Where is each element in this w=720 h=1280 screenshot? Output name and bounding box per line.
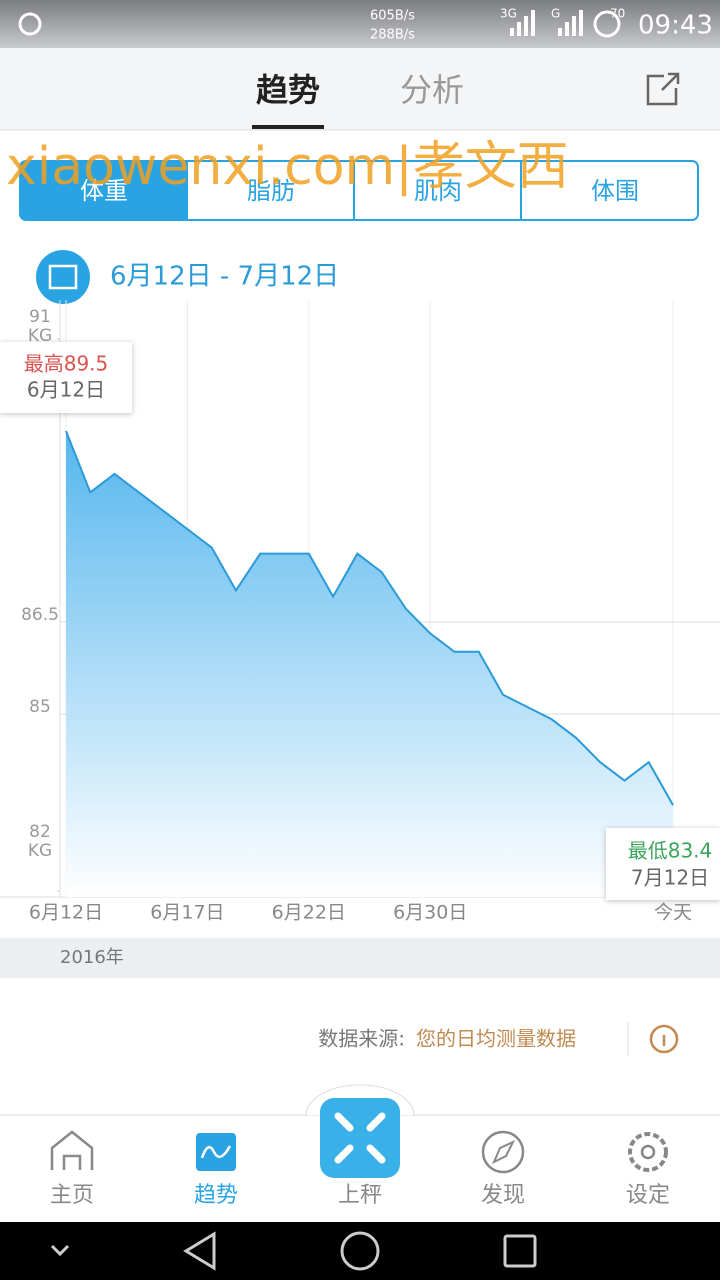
segment[interactable]: 脂肪 [247, 177, 295, 205]
time: 09:43 [638, 11, 713, 41]
area [66, 431, 673, 897]
calendar-icon[interactable] [36, 250, 90, 304]
discover-icon-needle [492, 1139, 516, 1165]
nav-label[interactable]: 发现 [481, 1183, 525, 1208]
segment[interactable]: 肌肉 [414, 177, 462, 205]
y-unit: KG [28, 326, 52, 346]
back-button[interactable] [183, 1231, 216, 1271]
calendar-icon-body [48, 264, 78, 290]
segment-active [20, 161, 187, 220]
x-tick-label: 6月17日 [150, 902, 224, 924]
nav-label[interactable]: 主页 [50, 1183, 94, 1208]
chart: 6月12日 6月17日 6月22日 6月30日 今天82KG8586.591KG最高89… [0, 300, 720, 924]
segment[interactable]: 体重 [80, 177, 128, 205]
year-band [0, 938, 720, 978]
signal-icons [510, 10, 621, 38]
weigh-button[interactable] [320, 1098, 400, 1178]
segment[interactable]: 体围 [591, 177, 639, 205]
date-range[interactable]: 6月12日 - 7月12日 [110, 262, 339, 292]
tab[interactable]: 分析 [400, 71, 464, 109]
max-label: 最高89.5 [24, 352, 109, 376]
hide-button[interactable] [50, 1244, 70, 1257]
battery: 70 [610, 7, 625, 21]
nav-label[interactable]: 设定 [626, 1183, 670, 1208]
source-value[interactable]: 您的日均测量数据 [416, 1027, 576, 1051]
tab[interactable]: 趋势 [256, 71, 320, 109]
settings-icon[interactable] [628, 1132, 668, 1172]
x-tick-label: 6月12日 [29, 902, 103, 924]
x-tick-label: 6月22日 [272, 902, 346, 924]
nav-label[interactable]: 上秤 [338, 1183, 382, 1208]
y-unit: KG [28, 841, 52, 861]
source-label: 数据来源: [318, 1027, 405, 1051]
network: G [551, 7, 560, 21]
line [65, 430, 674, 806]
nav-label[interactable]: 趋势 [194, 1183, 238, 1208]
min-date: 7月12日 [631, 866, 709, 890]
y-tick-label: 82 [29, 822, 51, 842]
home-icon[interactable] [50, 1130, 94, 1170]
network: 3G [500, 7, 517, 21]
tab-underline [252, 125, 324, 129]
x-tick-label: 6月30日 [393, 902, 467, 924]
settings-icon-center [640, 1144, 656, 1160]
max-date: 6月12日 [27, 378, 105, 402]
header [0, 48, 720, 130]
x-tick-label: 今天 [654, 902, 692, 924]
trend-icon-line [200, 1145, 232, 1159]
home-button[interactable] [340, 1231, 380, 1271]
y-tick-label: 91 [29, 307, 51, 327]
share-icon[interactable] [646, 72, 680, 106]
system-nav [0, 1222, 720, 1280]
status-bar [0, 0, 720, 48]
min-callout [606, 828, 720, 900]
discover-icon[interactable] [481, 1130, 525, 1174]
y-tick-label: 86.5 [21, 605, 59, 625]
recents-button[interactable] [503, 1234, 537, 1268]
trend-icon[interactable] [196, 1133, 236, 1171]
net-up: 605B/s [370, 9, 415, 24]
watermark: xiaowenxi.com|孝文西 [6, 137, 569, 197]
weigh-icon [334, 1112, 386, 1164]
sync-icon [18, 12, 42, 36]
info-icon[interactable] [649, 1024, 679, 1054]
y-tick-label: 85 [29, 697, 51, 717]
net-down: 288B/s [370, 28, 415, 43]
min-label: 最低83.4 [628, 839, 713, 863]
year: 2016年 [60, 947, 124, 968]
max-callout [0, 342, 132, 413]
